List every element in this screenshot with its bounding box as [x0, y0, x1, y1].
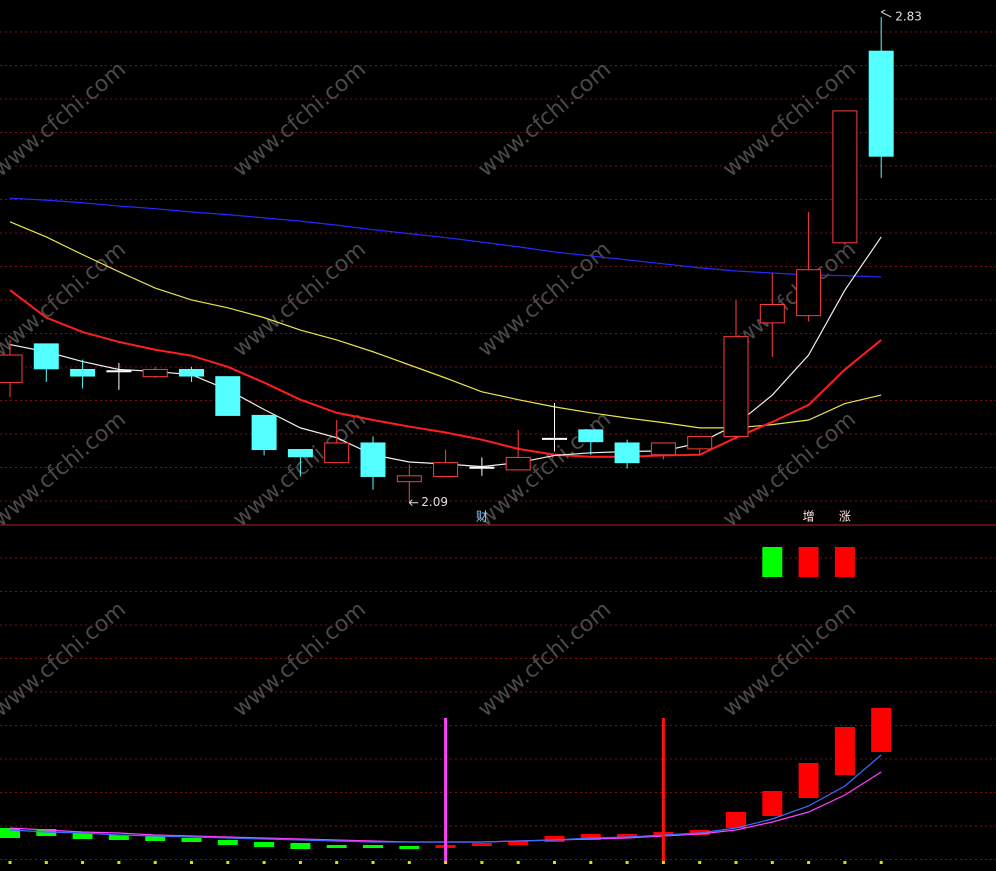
indicator-bar — [726, 812, 746, 828]
candle-body — [396, 475, 422, 483]
signal-square — [834, 547, 855, 577]
candle-body — [614, 442, 640, 464]
candle-body — [759, 304, 785, 324]
indicator-bar — [254, 842, 275, 847]
candle-body — [142, 368, 168, 378]
signal-square — [762, 547, 783, 577]
candle-body — [505, 456, 531, 471]
candle-body — [179, 368, 204, 377]
max-label: 2.83 — [895, 10, 922, 24]
axis-dot — [262, 861, 266, 864]
label-pointer — [408, 499, 419, 507]
indicator-bar — [871, 708, 892, 752]
axis-dot — [44, 861, 48, 864]
axis-dot — [553, 861, 556, 864]
indicator-bar — [72, 833, 93, 839]
candle-body — [287, 449, 313, 458]
indicator-bar — [834, 727, 855, 775]
axis-dot — [81, 861, 85, 864]
indicator-bar — [798, 763, 819, 798]
axis-dot — [335, 861, 339, 864]
axis-dot — [807, 861, 811, 864]
indicator-bar — [145, 836, 166, 841]
axis-dot — [190, 861, 193, 864]
axis-dot — [516, 861, 520, 864]
min-label: 2.09 — [421, 495, 448, 509]
candle-body — [106, 370, 132, 373]
candle-body — [251, 414, 277, 451]
indicator-bar — [399, 846, 420, 849]
candle-body — [70, 368, 96, 377]
axis-dot — [698, 861, 702, 864]
axis-dot — [117, 861, 121, 864]
candle-body — [0, 354, 23, 384]
axis-dot — [444, 861, 448, 864]
axis-dot — [407, 861, 411, 864]
axis-dot — [8, 861, 12, 864]
candle-body — [578, 429, 604, 443]
signal-square — [798, 547, 819, 577]
axis-dot — [153, 861, 157, 864]
candle-body — [542, 437, 567, 440]
candle-body — [832, 110, 858, 244]
event-flag: 财 — [476, 510, 488, 524]
candle-body — [469, 466, 495, 469]
axis-dot — [226, 861, 230, 864]
candle-body — [687, 435, 713, 450]
indicator-bar — [181, 838, 202, 842]
indicator-bar — [762, 791, 783, 816]
moving-average — [9, 197, 882, 278]
candle-body — [433, 462, 459, 477]
indicator-bar — [471, 843, 492, 846]
indicator-bar — [290, 843, 311, 849]
candle-body — [33, 343, 59, 370]
axis-dot — [734, 861, 738, 864]
axis-dot — [371, 861, 375, 864]
indicator-bar — [363, 845, 383, 848]
candle-body — [324, 442, 350, 464]
axis-dot — [625, 861, 629, 864]
axis-dot — [770, 861, 774, 864]
axis-dot — [661, 861, 665, 864]
indicator-bar — [217, 840, 238, 845]
candle-body — [360, 442, 386, 477]
indicator-bar — [544, 836, 565, 842]
axis-dot — [879, 861, 883, 864]
indicator-bar — [0, 828, 20, 838]
axis-dot — [298, 861, 302, 864]
label-pointer — [880, 9, 892, 18]
indicator-bar — [580, 834, 601, 840]
candle-body — [215, 376, 241, 416]
indicator-bar — [508, 841, 529, 845]
axis-dot — [843, 861, 847, 864]
indicator-bar — [108, 835, 129, 840]
indicator-bar — [326, 845, 347, 848]
axis-dot — [589, 861, 593, 864]
candle-body — [650, 442, 676, 456]
indicator-bar — [617, 834, 638, 838]
event-flag: 涨 — [839, 509, 851, 524]
candle-body — [723, 336, 749, 437]
candle-body — [868, 50, 894, 157]
candle-body — [796, 269, 822, 317]
event-flag: 增 — [803, 510, 815, 524]
axis-dot — [480, 861, 484, 864]
